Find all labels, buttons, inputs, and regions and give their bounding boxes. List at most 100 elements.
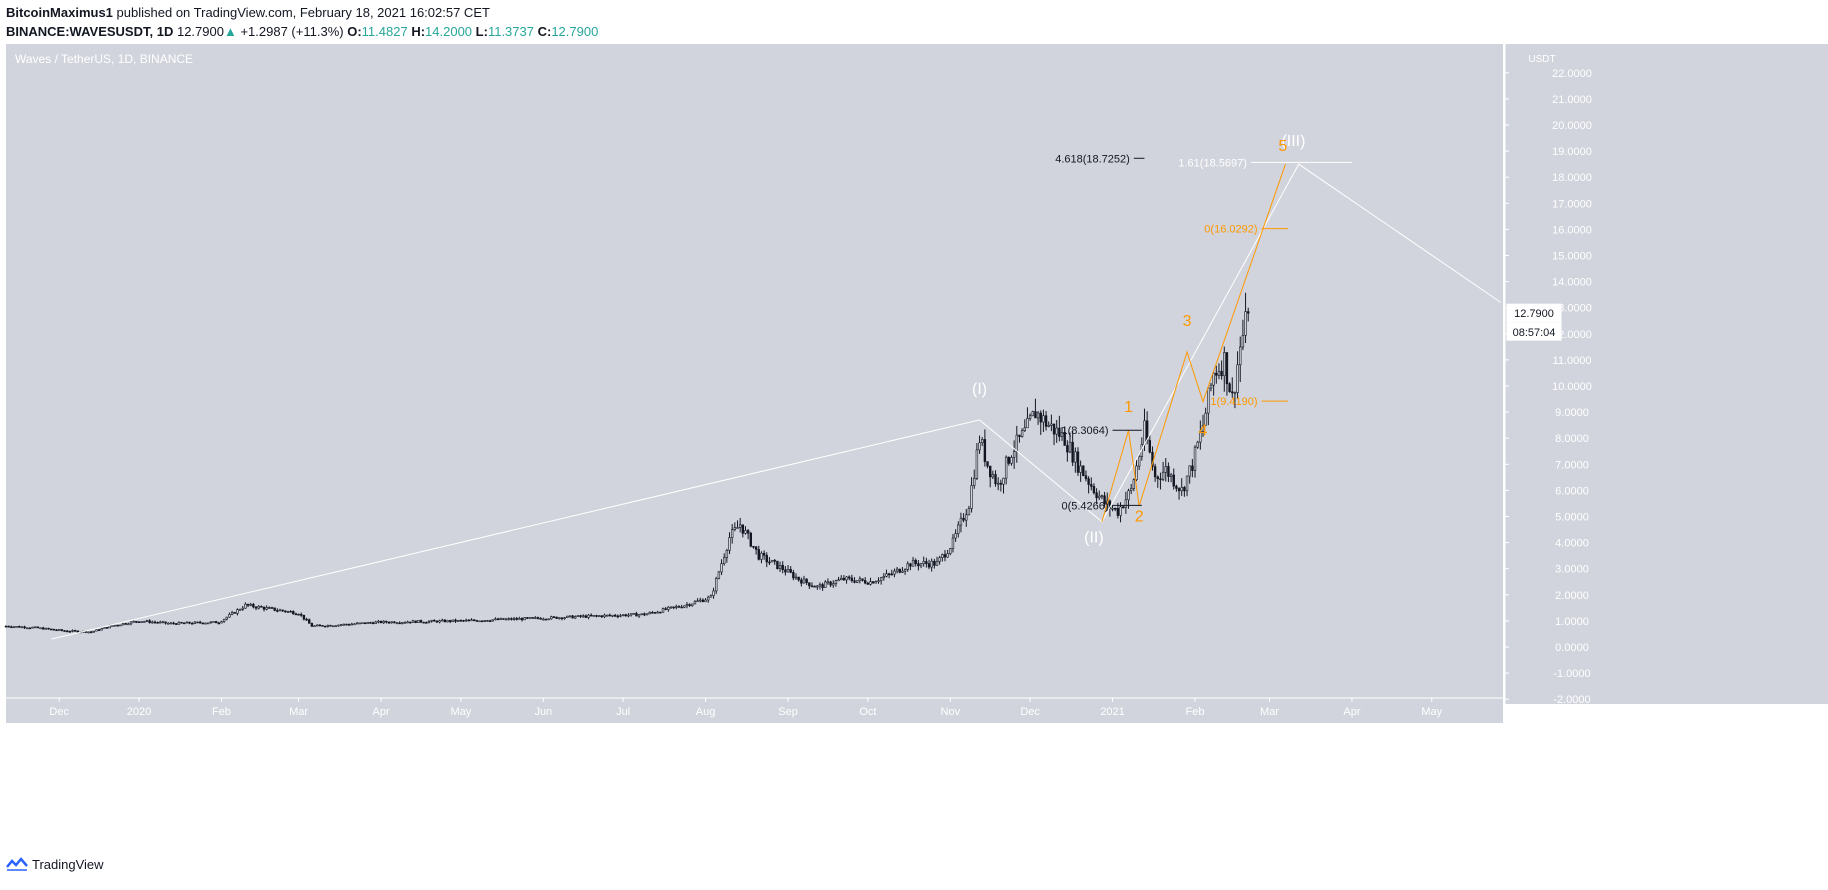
candle xyxy=(193,621,197,625)
candle xyxy=(1063,426,1066,446)
candle xyxy=(699,597,702,603)
candle xyxy=(185,621,189,624)
candle xyxy=(1215,365,1218,384)
candle xyxy=(887,572,891,579)
candle xyxy=(874,580,878,584)
candle xyxy=(1026,407,1029,429)
candle xyxy=(640,613,643,616)
candle xyxy=(802,575,806,584)
candle xyxy=(1156,475,1159,488)
candle xyxy=(164,621,167,625)
y-tick-label: 4.0000 xyxy=(1555,538,1589,550)
candle xyxy=(7,625,10,628)
fib-level[interactable]: 4.618(18.7252) xyxy=(1055,153,1145,165)
candle xyxy=(220,620,223,624)
candle xyxy=(507,617,510,621)
candle xyxy=(137,621,141,623)
time-axis[interactable] xyxy=(6,698,1503,723)
candle xyxy=(262,606,266,612)
candle xyxy=(957,521,960,538)
candle xyxy=(26,627,29,630)
candle xyxy=(1090,477,1093,491)
candle xyxy=(707,595,710,603)
candle xyxy=(425,621,428,624)
candle xyxy=(605,614,609,617)
candle xyxy=(318,624,322,627)
price-chart[interactable]: 4.618(18.7252) 1.61(18.5697) 0(16.0292) 1(9… xyxy=(0,44,1828,890)
candle xyxy=(406,620,409,624)
candle xyxy=(116,624,119,627)
footer[interactable]: TradingView xyxy=(6,854,104,874)
candle xyxy=(241,605,244,611)
subwave-line[interactable] xyxy=(1101,163,1286,522)
candle xyxy=(975,443,979,480)
candle xyxy=(949,547,952,556)
candle xyxy=(1231,377,1234,398)
chart-pane[interactable] xyxy=(6,44,1503,698)
fib-level[interactable]: 0(5.4266) xyxy=(1061,500,1142,512)
candle xyxy=(909,562,912,571)
candle xyxy=(595,614,598,618)
candle xyxy=(1217,363,1221,380)
candle xyxy=(68,630,72,633)
candle xyxy=(366,621,369,624)
chart-title: Waves / TetherUS, 1D, BINANCE xyxy=(15,52,194,66)
candle xyxy=(877,577,880,584)
countdown-label: 08:57:04 xyxy=(1513,327,1556,339)
candle xyxy=(512,616,516,621)
candle xyxy=(34,626,37,629)
candle xyxy=(648,611,651,615)
candle xyxy=(1095,488,1098,504)
y-tick-label: 11.0000 xyxy=(1553,355,1592,367)
x-tick-label: Jun xyxy=(534,706,552,718)
candle xyxy=(281,609,284,612)
candle xyxy=(374,620,377,624)
x-tick-label: Sep xyxy=(778,706,798,718)
candle xyxy=(1185,475,1189,497)
candle xyxy=(677,605,681,608)
candle xyxy=(523,617,526,621)
candle xyxy=(454,618,457,623)
candle xyxy=(722,553,726,566)
fib-level[interactable]: 1(8.3064) xyxy=(1061,425,1142,437)
candle xyxy=(717,570,721,580)
candle xyxy=(10,625,13,629)
candle xyxy=(542,617,545,621)
candle xyxy=(1039,410,1042,435)
candle xyxy=(1023,419,1026,433)
candle xyxy=(467,619,471,622)
fib-level[interactable]: 0(16.0292) xyxy=(1204,224,1289,236)
candle xyxy=(214,620,218,624)
candle xyxy=(1002,477,1005,494)
candle xyxy=(1010,455,1013,466)
fib-level[interactable]: 1(9.4190) xyxy=(1210,396,1289,408)
candle xyxy=(441,618,444,622)
candle xyxy=(659,611,662,614)
price-axis[interactable] xyxy=(1505,44,1828,704)
candle xyxy=(515,616,518,621)
candle xyxy=(1188,465,1191,484)
candle xyxy=(730,523,734,544)
candle xyxy=(390,621,393,624)
candle xyxy=(725,548,729,563)
candle xyxy=(257,605,260,610)
candle xyxy=(821,582,824,591)
candle xyxy=(715,576,718,595)
author-name[interactable]: BitcoinMaximus1 xyxy=(6,5,113,20)
candle xyxy=(276,608,279,613)
candle xyxy=(145,619,149,623)
candle xyxy=(744,526,747,535)
candle xyxy=(720,559,723,576)
fib-level[interactable]: 1.61(18.5697) xyxy=(1178,157,1352,169)
candle xyxy=(1087,476,1090,494)
candle xyxy=(329,624,332,627)
candle xyxy=(65,630,69,633)
candle xyxy=(1209,382,1213,392)
candle xyxy=(824,580,827,588)
candle xyxy=(361,622,364,624)
candle xyxy=(693,600,697,605)
candle xyxy=(611,614,614,618)
current-price-tag: 12.7900 xyxy=(1506,303,1562,323)
candle xyxy=(869,577,872,586)
candle xyxy=(1239,336,1242,383)
